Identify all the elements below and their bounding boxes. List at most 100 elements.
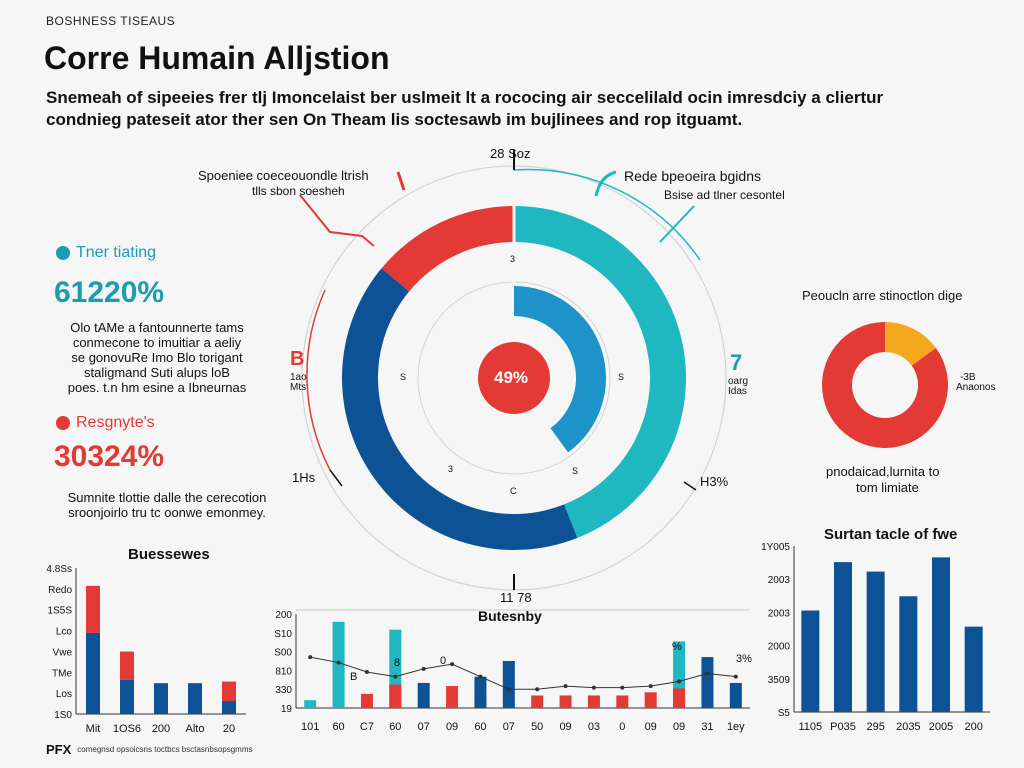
stat-1-line: se gonovuRe Imo Blo torigant xyxy=(71,350,243,365)
small-donut-caption-2: tom limiate xyxy=(856,480,919,495)
bar-chart-2-bar-red xyxy=(616,695,629,708)
donut-bottom-left: 1Hs xyxy=(292,470,316,485)
bar-chart-2-trend-point xyxy=(677,679,682,684)
bar-chart-2-annotation: 8 xyxy=(394,657,400,669)
bar-chart-2-x-tick-label: 09 xyxy=(673,721,685,733)
bar-chart-2-x-tick-label: 50 xyxy=(531,721,543,733)
stat-1-line: staligmand Suti alups loB xyxy=(84,365,230,380)
side-right-top: 7 xyxy=(730,350,743,375)
bar-chart-2-trend-point xyxy=(705,671,710,676)
bar-chart-2-x-tick-label: 60 xyxy=(474,721,486,733)
bar-chart-2-x-tick-label: 1ey xyxy=(727,721,745,733)
callout-right-title: Rede bpeoeira bgidns xyxy=(624,168,761,184)
bar-chart-3-y-tick-label: 2000 xyxy=(768,642,791,653)
bar-chart-1-y-tick-label: Los xyxy=(56,689,72,700)
bar-chart-3-bar xyxy=(899,596,918,712)
callout-left-accent xyxy=(396,171,406,191)
bar-chart-2-trend-point xyxy=(620,685,625,690)
bar-chart-2-x-tick-label: 03 xyxy=(588,721,600,733)
callout-left-line xyxy=(299,194,375,247)
bar-chart-2-x-tick-label: 07 xyxy=(503,721,515,733)
footer-note: comegnsd opsoicsns toctbcs bsctasnbsopsg… xyxy=(77,745,253,754)
page-title: Corre Humain Alljstion xyxy=(44,40,390,76)
bar-chart-2-trend-point xyxy=(563,684,568,689)
inner-mark: C xyxy=(510,486,517,496)
stat-1-title: Tner tiating xyxy=(76,244,157,261)
footer-brand: PFX xyxy=(46,742,72,757)
bar-chart-2-bar-red xyxy=(531,695,544,708)
bottom-left-tick xyxy=(329,469,343,487)
bar-chart-2-bar-red xyxy=(389,684,402,708)
bar-chart-2-trend-point xyxy=(506,687,511,692)
side-right-sub-1: oarg xyxy=(728,376,749,387)
bar-chart-1-x-tick-label: 200 xyxy=(152,723,170,735)
bar-chart-2-annotation: % xyxy=(672,641,682,653)
small-donut-chart xyxy=(822,322,948,448)
bar-chart-2-trend-point xyxy=(733,674,738,679)
stat-2-description: Sumnite tlottie dalle the cerecotion sro… xyxy=(52,490,282,520)
bar-chart-2-trend-point xyxy=(648,684,653,689)
bar-chart-3-x-tick-label: 2005 xyxy=(929,721,953,733)
inner-mark: 3 xyxy=(448,464,454,474)
callout-right-sub: Bsise ad tlner cesontel xyxy=(664,188,785,202)
bar-chart-1-y-tick-label: 1S5S xyxy=(48,606,73,617)
stat-1-description: Olo tAMe a fantounnerte tams conmecone t… xyxy=(62,320,252,395)
bar-chart-2-trend-point xyxy=(308,655,313,660)
bar-chart-3-y-tick-label: 1Y005 xyxy=(761,542,790,553)
bar-chart-2-title: Butesnby xyxy=(478,608,542,624)
bar-chart-2-annotation: 0 xyxy=(440,655,446,667)
bar-chart-1-y-tick-label: Lco xyxy=(56,627,73,638)
small-donut-caption-1: pnodaicad,lurnita to xyxy=(826,464,940,479)
bar-chart-3-x-tick-label: P035 xyxy=(830,721,856,733)
bar-chart-2-x-tick-label: 09 xyxy=(446,721,458,733)
bar-chart-2-bar-navy xyxy=(474,676,487,708)
bar-chart-3-y-tick-label: 2003 xyxy=(768,608,791,619)
bar-chart-2-y-tick-label: S10 xyxy=(274,629,292,640)
donut-bottom-label: 11 78 xyxy=(500,590,532,605)
bar-chart-3-bar xyxy=(932,557,950,712)
donut-top-label: 28 Soz xyxy=(490,146,531,161)
inner-mark: S xyxy=(400,372,407,382)
side-left-sub-1: 1ao xyxy=(290,372,307,383)
bar-chart-2-trend-line xyxy=(310,656,736,690)
bar-chart-1-bar-red xyxy=(222,681,236,702)
stat-2-dot xyxy=(56,416,70,430)
bar-chart-2-bar-red xyxy=(587,695,600,708)
bar-chart-3-x-tick-label: 2035 xyxy=(896,721,920,733)
bar-chart-3-bar xyxy=(834,562,852,712)
stat-1-line: poes. t.n hm esine a Ibneurnas xyxy=(67,380,247,395)
bar-chart-2-bar-navy xyxy=(417,682,430,708)
bar-chart-2-trend-point xyxy=(393,674,398,679)
bar-chart-2-trend-point xyxy=(450,662,455,667)
stat-2-value: 30324% xyxy=(54,440,165,473)
stat-1-line: Olo tAMe a fantounnerte tams xyxy=(70,320,244,335)
stat-1-line: conmecone to imuitiar a aeliy xyxy=(72,335,242,350)
bar-chart-1-bar-navy xyxy=(154,683,168,714)
stat-block-2: Resgnyte's 30324% xyxy=(54,414,165,474)
bar-chart-1-bar-red xyxy=(86,585,100,633)
footer: PFX comegnsd opsoicsns toctbcs bsctasnbs… xyxy=(46,742,253,757)
bar-chart-2-bar-teal xyxy=(304,700,317,708)
bar-chart-3-x-tick-label: 200 xyxy=(964,721,982,733)
subtitle-line-1: Snemeah of sipeeies frer tlj Imoncelaist… xyxy=(46,88,884,107)
side-left-sub-2: Mts xyxy=(290,382,307,393)
bar-chart-1-x-tick-label: 20 xyxy=(223,723,235,735)
bar-chart-1-bar-navy xyxy=(120,679,134,714)
teal-accent-arc xyxy=(513,168,701,261)
bar-chart-2-bar-red xyxy=(644,692,657,708)
stat-1-dot xyxy=(56,246,70,260)
bar-chart-2-trend-point xyxy=(478,674,483,679)
callout-right-line xyxy=(659,205,695,243)
subtitle-line-2: condnieg pateseit ator ther sen On Theam… xyxy=(46,110,743,129)
bar-chart-3-title: Surtan tacle of fwe xyxy=(824,526,958,543)
callout-left-title: Spoeniee coeceouondle ltrish xyxy=(198,168,369,183)
donut-center-label: 49% xyxy=(494,368,529,387)
bar-chart-3-y-tick-label: 2003 xyxy=(768,575,791,586)
bar-chart-2-y-tick-label: 19 xyxy=(281,704,293,715)
bar-chart-1-y-tick-label: TMe xyxy=(52,668,72,679)
bar-chart-1-x-tick-label: 1OS6 xyxy=(113,723,141,735)
bar-chart-2-x-tick-label: 09 xyxy=(559,721,571,733)
stat-2-line: Sumnite tlottie dalle the cerecotion xyxy=(67,490,267,505)
